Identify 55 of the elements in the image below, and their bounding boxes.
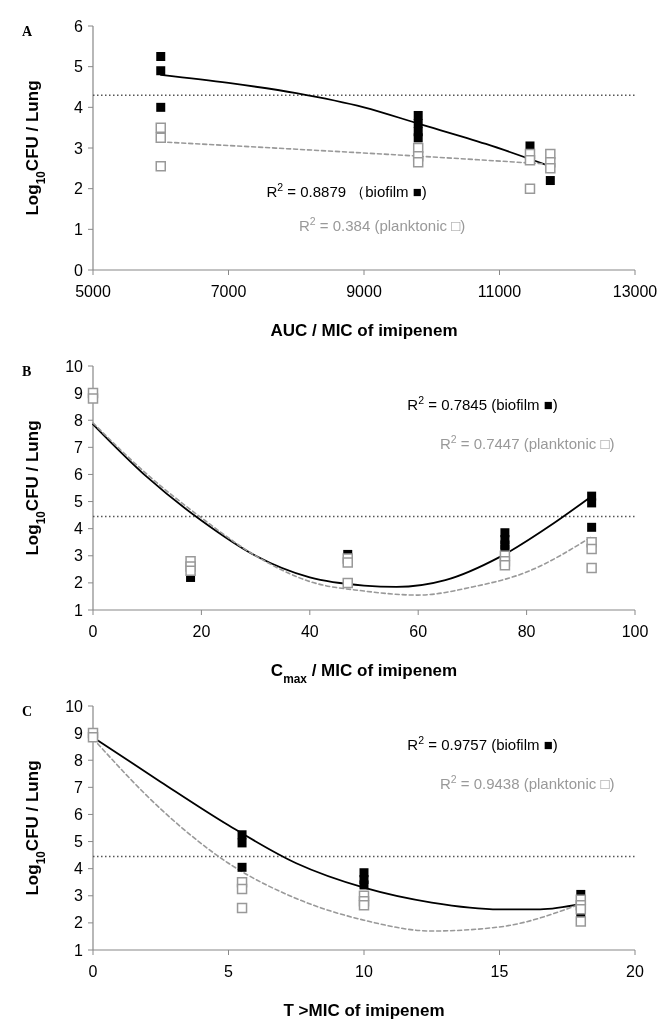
y-tick-label: 2 (74, 574, 84, 592)
y-tick-label: 4 (74, 520, 84, 538)
y-tick-label: 9 (74, 724, 84, 742)
y-tick-label: 5 (74, 58, 84, 76)
y-tick-label: 7 (74, 438, 84, 456)
y-tick-label: 6 (74, 17, 84, 35)
annotation: R$^{2}$ = 0.384 (planktonic □) (298, 214, 466, 234)
annotation: R$^{2}$ = 0.9757 (biofilm ■) (407, 733, 558, 753)
y-tick-label: 8 (74, 751, 84, 769)
annotation: R$^{2}$ = 0.7447 (planktonic □) (439, 432, 615, 452)
annotation: R$^{2}$ = 0.8879 （biofilm ■) (266, 180, 427, 200)
y-tick-label: 3 (74, 547, 84, 565)
x-tick-label: 20 (626, 963, 644, 980)
chart-title: C (22, 704, 33, 719)
x-tick-label: 20 (192, 623, 211, 640)
y-tick-label: 1 (74, 941, 84, 959)
y-tick-label: 6 (74, 466, 84, 484)
x-tick-label: 15 (490, 963, 509, 980)
y-tick-label: 2 (74, 914, 84, 932)
chart-title: B (22, 364, 32, 379)
x-axis-title: AUC / MIC of imipenem (270, 321, 458, 340)
x-tick-label: 60 (409, 623, 428, 640)
y-tick-label: 10 (65, 697, 84, 715)
y-tick-label: 5 (74, 493, 84, 511)
y-tick-label: 1 (74, 601, 84, 619)
y-tick-label: 0 (74, 261, 84, 279)
annotation: R$^{2}$ = 0.9438 (planktonic □) (439, 772, 615, 792)
x-tick-label: 9000 (346, 283, 382, 300)
x-tick-label: 7000 (210, 283, 247, 300)
x-tick-label: 5 (224, 963, 234, 980)
x-axis-title: C$_{max}$ / MIC of imipenem (270, 661, 458, 686)
chart-title: A (22, 24, 33, 39)
y-tick-label: 6 (74, 806, 84, 824)
y-tick-label: 3 (74, 887, 84, 905)
x-tick-label: 100 (621, 623, 649, 640)
y-tick-label: 3 (74, 139, 84, 157)
x-tick-label: 0 (88, 963, 98, 980)
x-tick-label: 40 (300, 623, 319, 640)
y-tick-label: 1 (74, 220, 84, 238)
y-tick-label: 4 (74, 860, 84, 878)
x-tick-label: 5000 (75, 283, 111, 300)
x-tick-label: 13000 (612, 283, 658, 300)
x-tick-label: 0 (88, 623, 98, 640)
x-axis-title: T >MIC of imipenem (283, 1001, 445, 1020)
y-tick-label: 5 (74, 833, 84, 851)
y-tick-label: 7 (74, 778, 84, 796)
y-tick-label: 9 (74, 384, 84, 402)
annotation: R$^{2}$ = 0.7845 (biofilm ■) (407, 393, 558, 413)
x-tick-label: 80 (517, 623, 536, 640)
x-tick-label: 10 (355, 963, 373, 980)
y-tick-label: 4 (74, 98, 84, 116)
y-tick-label: 8 (74, 411, 84, 429)
y-tick-label: 2 (74, 180, 84, 198)
y-tick-label: 10 (65, 357, 84, 375)
x-tick-label: 11000 (477, 283, 522, 300)
